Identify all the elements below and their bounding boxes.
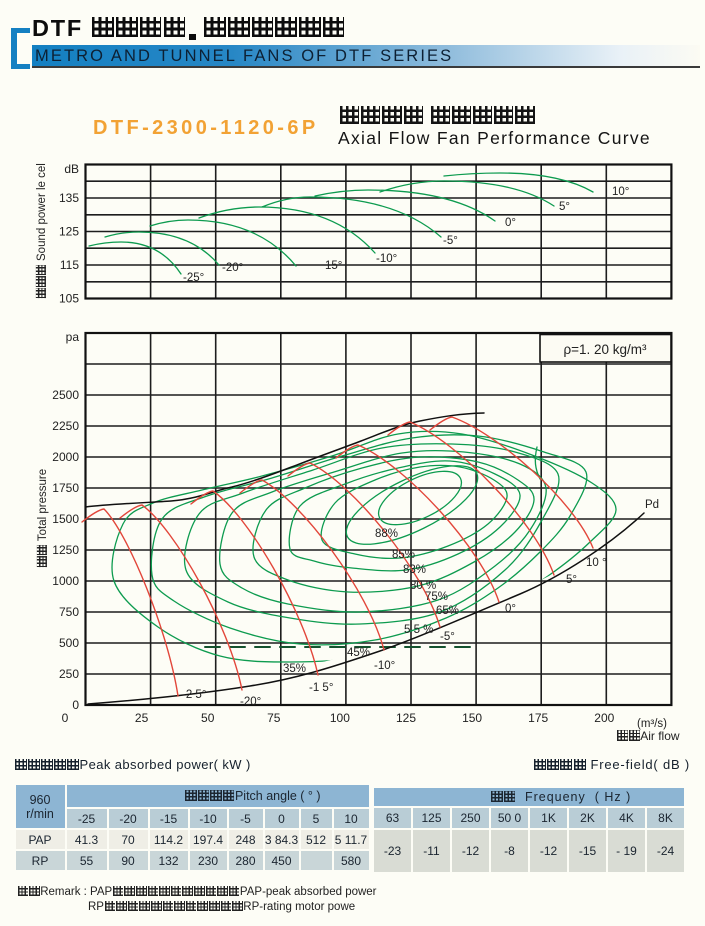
svg-text:100: 100 <box>330 711 350 725</box>
svg-text:750: 750 <box>59 605 79 619</box>
svg-text:83%: 83% <box>403 564 426 576</box>
svg-text:-20°: -20° <box>240 696 261 708</box>
svg-text:5 5 %: 5 5 % <box>404 624 433 636</box>
svg-text:-25°: -25° <box>183 272 204 284</box>
svg-text:125: 125 <box>59 225 79 239</box>
svg-text:1500: 1500 <box>52 512 79 526</box>
svg-text:-1 5°: -1 5° <box>309 682 333 694</box>
svg-text:-2 5°: -2 5° <box>182 689 206 701</box>
svg-text:500: 500 <box>59 636 79 650</box>
svg-text:250: 250 <box>59 667 79 681</box>
svg-text:125: 125 <box>396 711 416 725</box>
svg-text:-5°: -5° <box>440 631 455 643</box>
svg-text:45%: 45% <box>347 647 370 659</box>
svg-text:dB: dB <box>64 162 79 176</box>
svg-text:5°: 5° <box>559 201 570 213</box>
svg-text:75: 75 <box>267 711 281 725</box>
svg-text:5°: 5° <box>566 574 577 586</box>
svg-text:0°: 0° <box>505 217 516 229</box>
svg-text:0: 0 <box>62 711 69 725</box>
svg-text:15°: 15° <box>325 260 342 272</box>
svg-text:80 %: 80 % <box>410 580 436 592</box>
svg-text:0: 0 <box>72 698 79 712</box>
svg-text:ρ=1. 20 kg/m³: ρ=1. 20 kg/m³ <box>563 342 647 357</box>
svg-text:25: 25 <box>135 711 149 725</box>
svg-text:1750: 1750 <box>52 481 79 495</box>
svg-text:105: 105 <box>59 292 79 306</box>
svg-text:-10°: -10° <box>376 253 397 265</box>
svg-text:1250: 1250 <box>52 543 79 557</box>
svg-text:(m³/s): (m³/s) <box>637 718 667 730</box>
svg-text:-20°: -20° <box>222 262 243 274</box>
svg-text:-5°: -5° <box>443 235 458 247</box>
svg-text:pa: pa <box>66 330 80 344</box>
svg-text:88%: 88% <box>375 528 398 540</box>
svg-text:175: 175 <box>528 711 548 725</box>
svg-text:10 °: 10 ° <box>586 557 607 569</box>
svg-text:65%: 65% <box>436 605 459 617</box>
svg-text:10°: 10° <box>612 186 629 198</box>
svg-text:2500: 2500 <box>52 388 79 402</box>
svg-text:2000: 2000 <box>52 450 79 464</box>
svg-text:1000: 1000 <box>52 574 79 588</box>
svg-text:135: 135 <box>59 191 79 205</box>
svg-text:0°: 0° <box>505 603 516 615</box>
svg-text:Pd: Pd <box>645 499 659 511</box>
svg-text:-10°: -10° <box>374 660 395 672</box>
svg-text:50: 50 <box>201 711 215 725</box>
svg-text:75%: 75% <box>425 591 448 603</box>
svg-text:115: 115 <box>60 258 79 272</box>
svg-text:200: 200 <box>594 711 614 725</box>
svg-text:150: 150 <box>462 711 482 725</box>
svg-text:2250: 2250 <box>52 419 79 433</box>
svg-text:85%: 85% <box>392 549 415 561</box>
svg-text:35%: 35% <box>283 663 306 675</box>
